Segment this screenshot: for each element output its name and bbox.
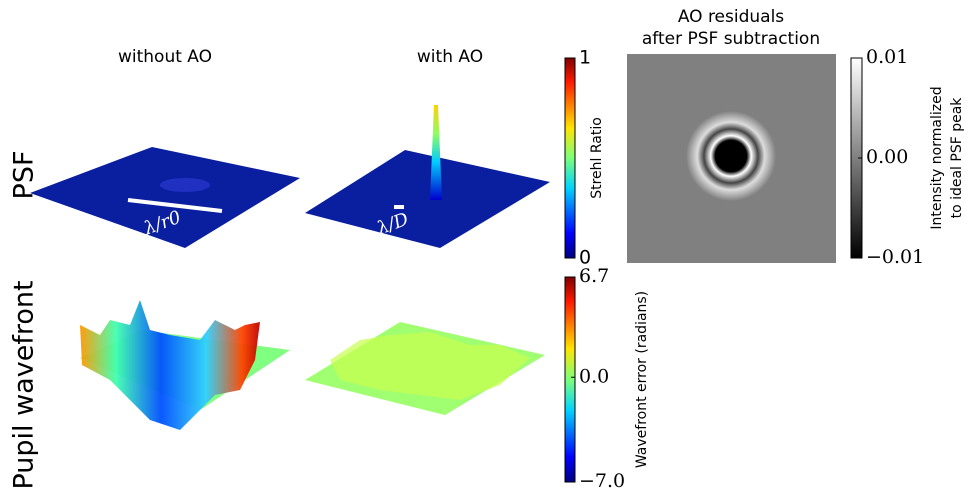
colorbar-label: to ideal PSF peak [949, 97, 965, 219]
tick-label: 0.0 [579, 365, 609, 387]
tick-label: 0.01 [866, 46, 908, 68]
panel-title: AO residuals [678, 7, 784, 27]
psf-surface [30, 147, 300, 248]
colorbar-label: Strehl Ratio [589, 117, 605, 199]
row-title: PSF [9, 151, 40, 200]
wavefront-relief [80, 300, 260, 430]
psf-peak [430, 105, 442, 200]
colorbar-label: Intensity normalized [929, 86, 945, 229]
tick-label: 1 [579, 47, 591, 69]
tick-label: −0.01 [866, 246, 924, 268]
tick-label: 0.00 [866, 146, 908, 168]
psf-halo [160, 178, 210, 192]
residual-core [686, 111, 776, 201]
psf-surface [305, 150, 550, 248]
colorbar-label: Wavefront error (radians) [634, 291, 650, 468]
row-title: Pupil wavefront [9, 280, 40, 489]
colorbar [564, 57, 576, 259]
wavefront-relief [330, 332, 530, 400]
column-title: with AO [417, 47, 483, 67]
tick-label: 0 [579, 247, 591, 269]
colorbar [564, 276, 576, 483]
tick-label: 6.7 [579, 265, 609, 287]
panel-title: after PSF subtraction [642, 29, 820, 49]
tick-label: −7.0 [579, 470, 625, 491]
scale-bar [127, 198, 223, 213]
column-title: without AO [118, 47, 212, 67]
